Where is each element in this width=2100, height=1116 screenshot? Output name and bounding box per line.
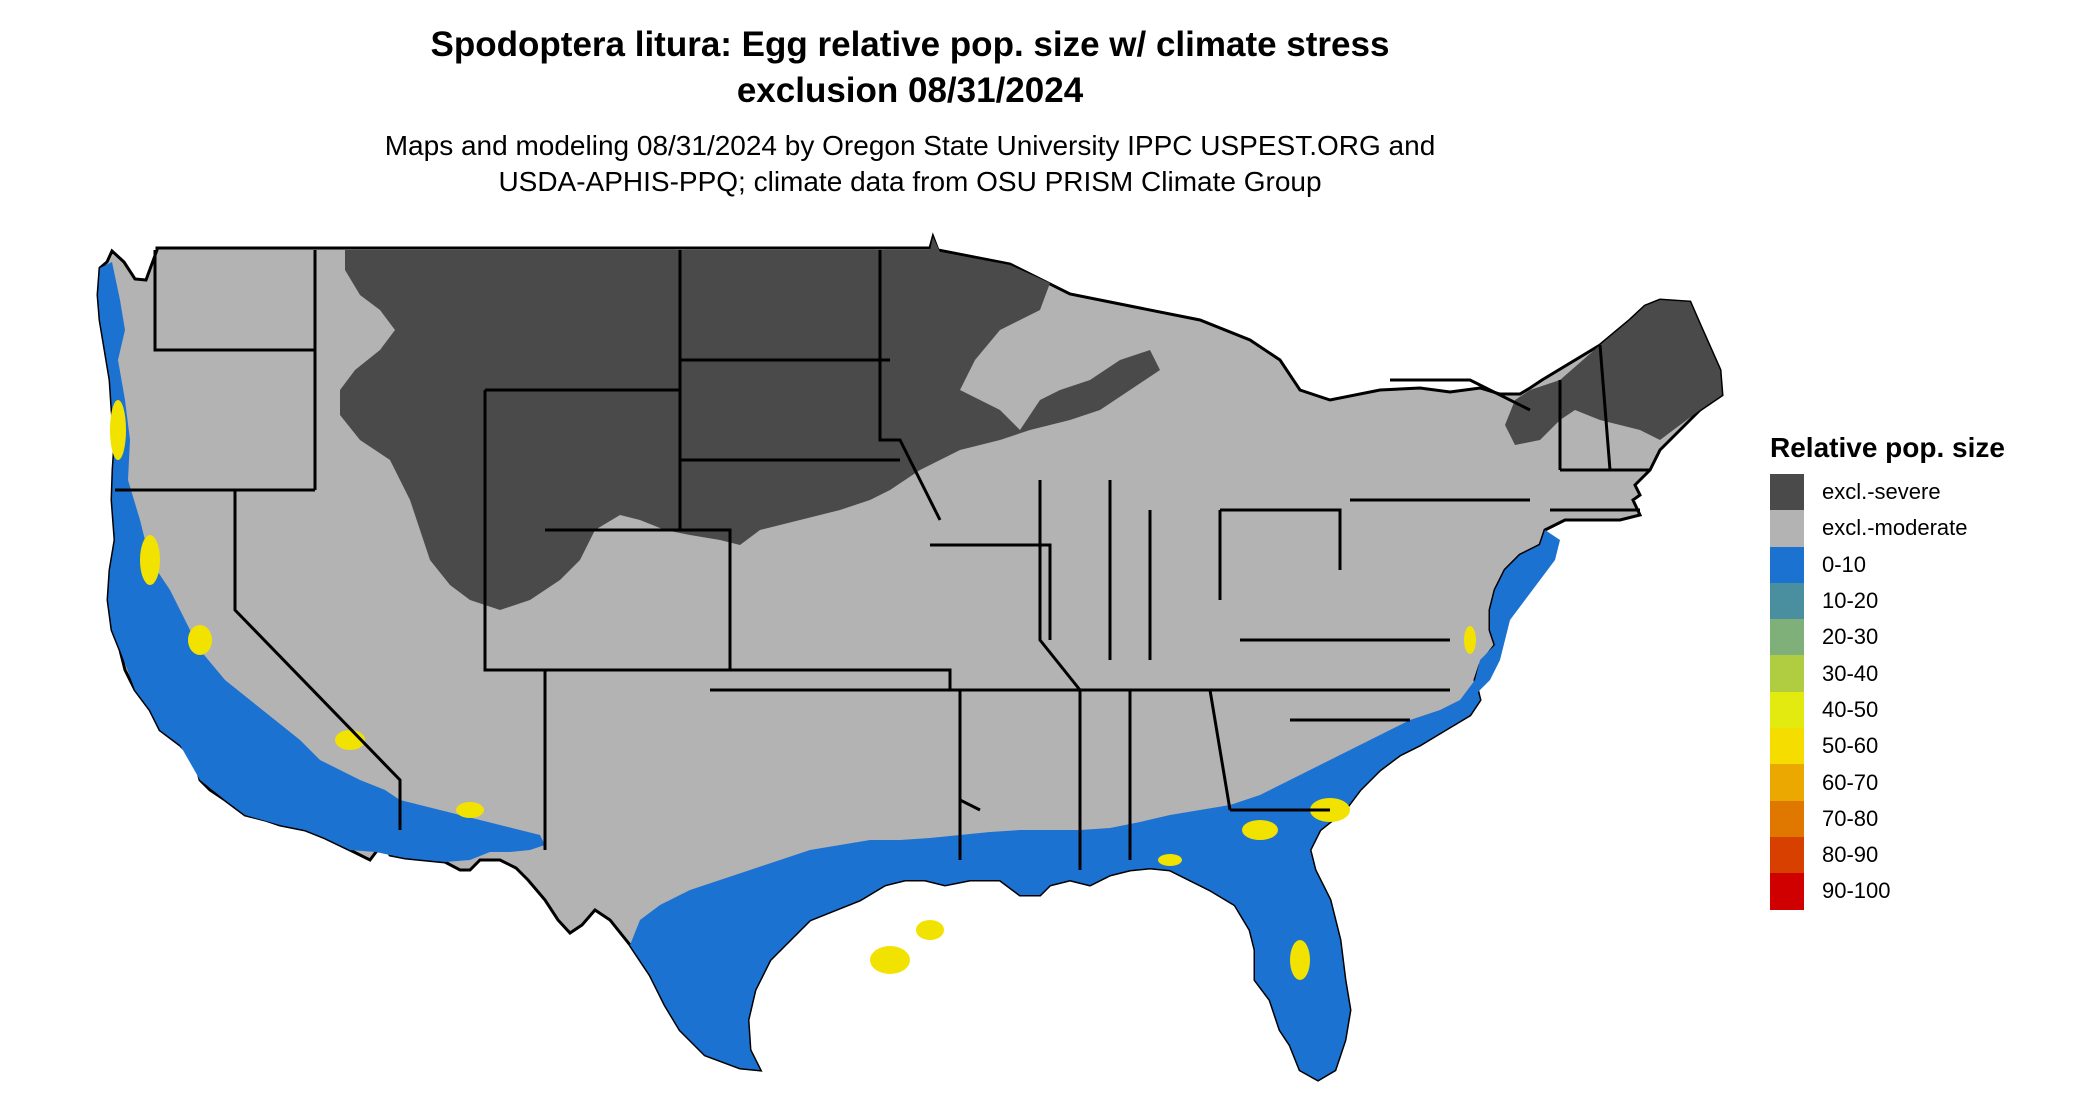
legend-label: 90-100 xyxy=(1822,878,1891,904)
patch xyxy=(1242,820,1278,840)
severe-north-region xyxy=(340,237,1160,610)
border-line xyxy=(1038,480,1082,691)
legend-label: excl.-moderate xyxy=(1822,515,1968,541)
patch xyxy=(140,535,160,585)
legend-label: 80-90 xyxy=(1822,842,1879,868)
legend-swatch xyxy=(1770,800,1804,837)
legend-item: 20-30 xyxy=(1770,619,2090,656)
legend-label: 40-50 xyxy=(1822,696,1879,722)
legend-label: 70-80 xyxy=(1822,805,1879,831)
legend-label: 60-70 xyxy=(1822,769,1879,795)
map-subtitle-line-1: Maps and modeling 08/31/2024 by Oregon S… xyxy=(384,130,1436,161)
border-line xyxy=(233,490,402,830)
legend-item: 0-10 xyxy=(1770,546,2090,583)
border-line xyxy=(1208,689,1232,811)
legend-label: 20-30 xyxy=(1822,624,1879,650)
map-subtitle: Maps and modeling 08/31/2024 by Oregon S… xyxy=(0,128,1820,200)
legend-swatch xyxy=(1770,873,1804,910)
patch xyxy=(1158,854,1182,866)
legend-item: 40-50 xyxy=(1770,691,2090,729)
border-line xyxy=(678,360,900,462)
legend-swatch xyxy=(1770,728,1804,765)
legend-item: 90-100 xyxy=(1770,873,2090,910)
legend-item: 60-70 xyxy=(1770,764,2090,801)
blue-gulf-coast xyxy=(630,680,1480,1080)
legend-swatch xyxy=(1770,764,1804,801)
border-line xyxy=(545,668,952,690)
legend-item: 70-80 xyxy=(1770,800,2090,837)
legend-swatch xyxy=(1770,655,1804,692)
border-line xyxy=(153,250,315,352)
legend-rows: excl.-severe excl.-moderate 0-10 10-20 20-30… xyxy=(1770,474,2090,910)
severe-newengland-region xyxy=(1505,300,1722,445)
blue-atlantic-coast xyxy=(1470,530,1560,700)
patch xyxy=(110,400,126,460)
legend-item: 30-40 xyxy=(1770,655,2090,692)
legend-label: excl.-severe xyxy=(1822,479,1941,505)
legend-title: Relative pop. size xyxy=(1770,432,2005,463)
border-line xyxy=(483,390,545,672)
legend-item: 50-60 xyxy=(1770,728,2090,765)
legend-item: excl.-moderate xyxy=(1770,510,2090,547)
legend-label: 0-10 xyxy=(1822,551,1867,577)
legend-item: 10-20 xyxy=(1770,582,2090,620)
map-title-line-2: exclusion 08/31/2024 xyxy=(736,71,1084,110)
border-line xyxy=(1598,344,1612,471)
border-line xyxy=(710,688,981,812)
legend-swatch xyxy=(1770,836,1804,874)
map-legend: Relative pop. size excl.-severe excl.-mod… xyxy=(1770,430,2090,910)
state-borders xyxy=(115,250,1650,870)
patch xyxy=(1290,940,1310,980)
legend-swatch xyxy=(1770,546,1804,583)
border-line xyxy=(878,250,942,521)
border-line xyxy=(1220,508,1342,570)
map-title: Spodoptera litura: Egg relative pop. siz… xyxy=(0,22,1820,114)
patch xyxy=(916,920,944,940)
patch xyxy=(870,946,910,974)
legend-label: 30-40 xyxy=(1822,660,1879,686)
blue-pacific-coast xyxy=(98,262,545,862)
legend-swatch xyxy=(1770,474,1804,511)
legend-label: 50-60 xyxy=(1822,733,1879,759)
legend-swatch xyxy=(1770,691,1804,729)
border-line xyxy=(545,528,732,670)
legend-label: 10-20 xyxy=(1822,588,1879,614)
border-line xyxy=(930,543,1052,640)
map-subtitle-line-2: USDA-APHIS-PPQ; climate data from OSU PR… xyxy=(498,166,1322,197)
border-line xyxy=(1390,378,1531,412)
map-title-line-1: Spodoptera litura: Egg relative pop. siz… xyxy=(430,25,1390,64)
legend-swatch xyxy=(1770,510,1804,547)
patch xyxy=(188,625,212,655)
patch xyxy=(1464,626,1476,654)
patch xyxy=(456,802,484,818)
legend-swatch xyxy=(1770,582,1804,620)
legend-swatch xyxy=(1770,619,1804,656)
us-map xyxy=(96,232,1724,1082)
legend-item: 80-90 xyxy=(1770,836,2090,874)
legend-item: excl.-severe xyxy=(1770,474,2090,511)
